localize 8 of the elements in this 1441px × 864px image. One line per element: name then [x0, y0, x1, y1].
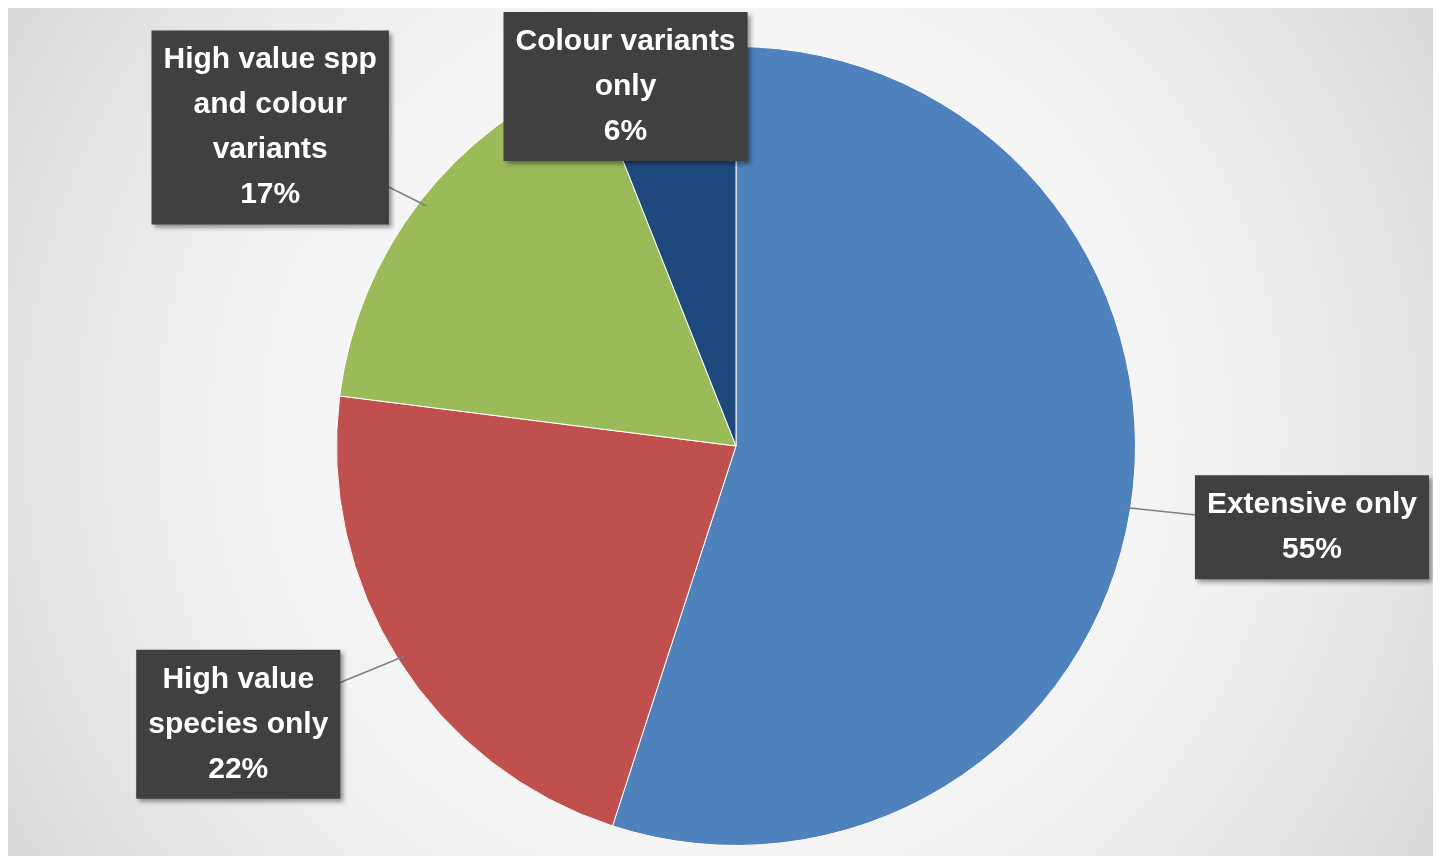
slice-label: Colour variants only	[515, 22, 736, 101]
data-label: 6%	[603, 112, 648, 146]
data-label: 55%	[1281, 531, 1342, 565]
data-label: 17%	[240, 176, 301, 210]
slice-label: High value species only	[148, 660, 329, 739]
slice-label: Extensive only	[1206, 486, 1418, 520]
data-label: 22%	[208, 750, 269, 784]
slice-label: High value spp and colour variants	[163, 41, 377, 165]
